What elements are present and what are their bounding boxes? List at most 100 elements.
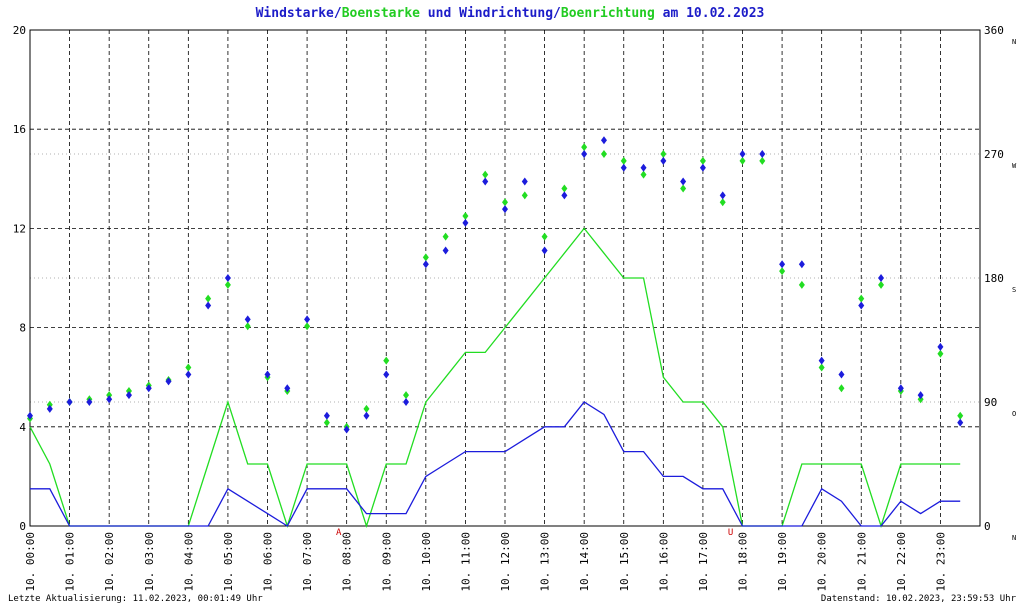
direction-point (937, 342, 944, 351)
direction-point (699, 163, 706, 172)
direction-point (106, 391, 113, 400)
direction-point (680, 184, 687, 193)
direction-point (502, 205, 508, 214)
direction-point (284, 384, 291, 393)
direction-point (165, 377, 172, 386)
direction-point (620, 156, 627, 165)
y-tick-label: 8 (19, 322, 26, 335)
y2-tick-label: 360 (984, 24, 1004, 37)
direction-point (383, 370, 390, 379)
title-part: am 10.02.2023 (655, 6, 765, 21)
x-tick-label: 10. 16:00 (657, 532, 670, 592)
direction-point (46, 400, 53, 409)
title-part: Boenstarke (342, 6, 420, 21)
y2-direction-label: O (1012, 410, 1016, 418)
direction-point (106, 395, 113, 404)
direction-point (323, 418, 330, 427)
x-tick-label: 10. 21:00 (855, 532, 868, 592)
y2-direction-label: W (1012, 162, 1017, 170)
speed-line (30, 401, 961, 527)
direction-point (858, 294, 865, 303)
direction-point (759, 150, 766, 158)
direction-point (482, 170, 489, 179)
direction-point (798, 260, 805, 269)
direction-point (304, 322, 311, 331)
footer-left: Letzte Aktualisierung: 11.02.2023, 00:01… (8, 594, 263, 604)
direction-point (581, 143, 588, 152)
direction-point (244, 322, 251, 331)
x-tick-label: 10. 07:00 (301, 532, 314, 592)
y-tick-label: 16 (13, 123, 26, 136)
direction-point (719, 191, 726, 200)
direction-point (422, 253, 429, 262)
direction-point (185, 363, 192, 372)
direction-point (323, 411, 330, 420)
direction-point (264, 370, 271, 379)
x-tick-label: 10. 20:00 (816, 532, 829, 592)
direction-point (422, 260, 429, 269)
direction-point (363, 404, 370, 413)
direction-point (145, 384, 152, 393)
direction-point (66, 398, 73, 406)
direction-point (818, 363, 825, 372)
direction-point (521, 191, 528, 200)
direction-point (86, 398, 93, 406)
direction-point (482, 177, 489, 186)
direction-point (383, 356, 390, 365)
x-tick-label: 10. 09:00 (380, 532, 393, 592)
x-tick-label: 10. 22:00 (895, 532, 908, 592)
x-tick-label: 10. 14:00 (578, 532, 591, 592)
x-tick-label: 10. 18:00 (737, 532, 750, 592)
sun-marker: U (728, 528, 733, 538)
direction-point (917, 391, 924, 400)
direction-point (739, 150, 746, 158)
chart-title: Windstarke/Boenstarke und Windrichtung/B… (256, 6, 765, 21)
direction-point (27, 411, 33, 420)
direction-point (462, 212, 469, 220)
direction-point (343, 425, 350, 434)
direction-point (125, 391, 132, 400)
x-tick-label: 10. 15:00 (618, 532, 631, 592)
y-tick-label: 20 (13, 24, 26, 37)
direction-point (838, 384, 845, 393)
y2-tick-label: 0 (984, 520, 991, 533)
y2-tick-label: 180 (984, 272, 1004, 285)
x-tick-label: 10. 03:00 (143, 532, 156, 592)
direction-point (581, 150, 588, 158)
direction-point (600, 136, 607, 145)
sun-marker: A (336, 528, 342, 538)
direction-point (363, 411, 370, 420)
direction-point (403, 398, 410, 406)
direction-point (502, 198, 508, 207)
y2-tick-label: 270 (984, 148, 1004, 161)
y2-tick-label: 90 (984, 396, 997, 409)
direction-point (561, 184, 568, 193)
x-tick-label: 10. 10:00 (420, 532, 433, 592)
direction-point (541, 232, 548, 241)
footer-right: Datenstand: 10.02.2023, 23:59:53 Uhr (821, 594, 1017, 604)
y2-direction-label: S (1012, 286, 1016, 294)
x-tick-label: 10. 08:00 (341, 532, 354, 592)
x-tick-label: 10. 04:00 (182, 532, 195, 592)
direction-point (897, 384, 904, 393)
direction-point (462, 218, 469, 227)
direction-point (521, 177, 528, 186)
direction-point (878, 280, 885, 289)
direction-point (304, 315, 311, 324)
x-tick-label: 10. 06:00 (262, 532, 275, 592)
direction-point (838, 370, 845, 379)
title-part: Boenrichtung (561, 6, 655, 21)
direction-point (541, 246, 548, 255)
y2-direction-label: N (1012, 534, 1016, 542)
x-tick-label: 10. 19:00 (776, 532, 789, 592)
direction-point (739, 156, 746, 165)
x-tick-label: 10. 00:00 (24, 532, 37, 592)
direction-point (561, 191, 568, 200)
direction-point (205, 294, 212, 303)
direction-point (680, 177, 687, 186)
x-tick-label: 10. 12:00 (499, 532, 512, 592)
x-tick-label: 10. 02:00 (103, 532, 116, 592)
title-part: und Windrichtung/ (420, 6, 561, 21)
